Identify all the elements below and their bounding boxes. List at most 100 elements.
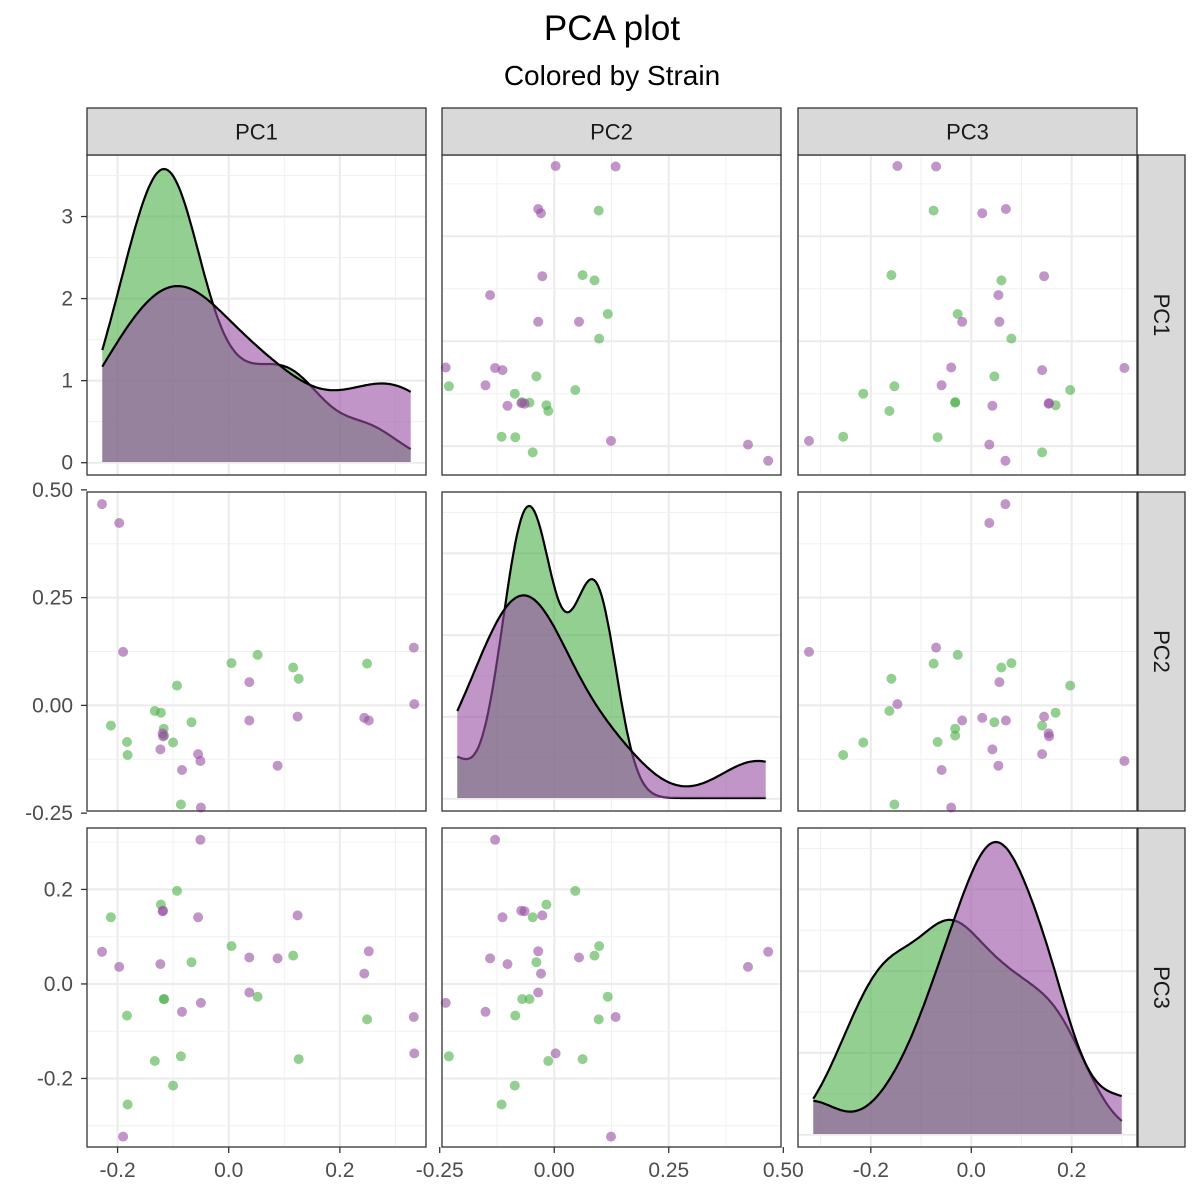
- point-green: [288, 662, 299, 673]
- x-tick-label: 0.25: [648, 1159, 689, 1182]
- point-purple: [480, 380, 491, 391]
- point-purple: [1044, 731, 1055, 742]
- panel-pc1-pc2: [440, 154, 782, 476]
- panel-border: [797, 827, 1138, 1148]
- point-purple: [984, 439, 995, 450]
- point-green: [886, 673, 897, 684]
- point-green: [510, 1010, 521, 1021]
- point-purple: [516, 905, 527, 916]
- density-area-purple: [102, 286, 411, 462]
- panel-border: [797, 491, 1138, 812]
- point-green: [509, 388, 520, 399]
- strip-top-pc1: PC1: [86, 107, 427, 156]
- point-green: [1065, 385, 1076, 395]
- point-green: [168, 737, 179, 748]
- point-purple: [537, 271, 548, 282]
- point-purple: [1000, 499, 1011, 510]
- y-tick-label: 2: [61, 288, 73, 311]
- point-purple: [480, 1006, 491, 1017]
- point-purple: [1119, 756, 1130, 766]
- point-green: [531, 371, 542, 382]
- y-tick-label: 0.00: [32, 694, 73, 717]
- point-purple: [936, 380, 947, 391]
- point-green: [443, 381, 454, 392]
- point-purple: [409, 1048, 420, 1059]
- point-purple: [272, 760, 283, 771]
- point-purple: [485, 953, 496, 964]
- point-purple: [987, 744, 998, 755]
- point-purple: [193, 912, 204, 923]
- point-purple: [606, 435, 616, 446]
- point-purple: [984, 518, 995, 528]
- point-green: [1050, 707, 1061, 718]
- point-green: [443, 1051, 454, 1062]
- point-purple: [977, 208, 988, 219]
- point-green: [159, 994, 170, 1005]
- point-green: [517, 994, 528, 1005]
- y-tick-label: 0.25: [32, 587, 73, 610]
- point-purple: [359, 968, 370, 979]
- point-purple: [533, 946, 544, 957]
- point-green: [175, 799, 186, 810]
- point-purple: [931, 642, 942, 653]
- point-green: [950, 723, 961, 734]
- point-green: [122, 1099, 133, 1110]
- point-green: [884, 706, 895, 716]
- point-purple: [244, 987, 255, 998]
- point-green: [1006, 658, 1017, 669]
- chart-title: PCA plot: [544, 9, 680, 48]
- point-green: [602, 309, 613, 319]
- point-green: [858, 737, 869, 748]
- point-purple: [502, 959, 513, 970]
- point-green: [989, 371, 1000, 382]
- x-axis: -0.2 0.0 0.2 -0.25 0.00 0.25 0.50 -0.2 0.0 0.2: [99, 1147, 1086, 1182]
- point-purple: [118, 1131, 129, 1142]
- point-green: [524, 994, 535, 1005]
- panel-pc2-pc3: [797, 491, 1138, 813]
- density-line-purple: [456, 594, 766, 788]
- point-green: [105, 720, 116, 731]
- point-purple: [244, 715, 255, 726]
- point-purple: [363, 715, 374, 726]
- point-green: [155, 707, 166, 718]
- point-purple: [292, 910, 303, 921]
- point-purple: [158, 731, 169, 742]
- strip-top-pc3: PC3: [797, 107, 1138, 156]
- point-green: [1037, 447, 1048, 458]
- point-purple: [536, 968, 546, 979]
- point-purple: [606, 1131, 616, 1142]
- point-green: [1037, 720, 1048, 731]
- point-green: [496, 1099, 507, 1110]
- point-purple: [957, 316, 968, 327]
- point-purple: [574, 316, 584, 327]
- point-purple: [490, 363, 501, 373]
- point-purple: [244, 952, 255, 963]
- point-purple: [987, 400, 998, 411]
- point-green: [186, 717, 197, 728]
- point-green: [541, 400, 552, 411]
- point-purple: [1000, 715, 1011, 726]
- point-green: [889, 381, 900, 392]
- point-green: [570, 885, 581, 896]
- y-tick-label: 0.0: [44, 973, 73, 996]
- point-green: [186, 957, 197, 968]
- point-green: [122, 737, 132, 747]
- density-area-purple: [457, 595, 766, 798]
- point-green: [950, 397, 961, 408]
- point-purple: [537, 910, 548, 921]
- strip-label: PC3: [1149, 966, 1174, 1009]
- point-purple: [244, 677, 255, 688]
- y-tick-label: 1: [61, 370, 73, 393]
- x-tick-label: 0.50: [763, 1159, 804, 1182]
- panel-border: [441, 491, 782, 812]
- point-purple: [1044, 398, 1055, 409]
- strip-right-pc1: PC1: [1137, 154, 1186, 476]
- point-purple: [957, 715, 968, 726]
- point-purple: [946, 362, 957, 373]
- point-green: [952, 649, 963, 660]
- point-green: [172, 680, 182, 691]
- point-green: [509, 1080, 520, 1091]
- point-purple: [1000, 455, 1011, 466]
- point-purple: [440, 362, 451, 373]
- point-purple: [763, 946, 774, 957]
